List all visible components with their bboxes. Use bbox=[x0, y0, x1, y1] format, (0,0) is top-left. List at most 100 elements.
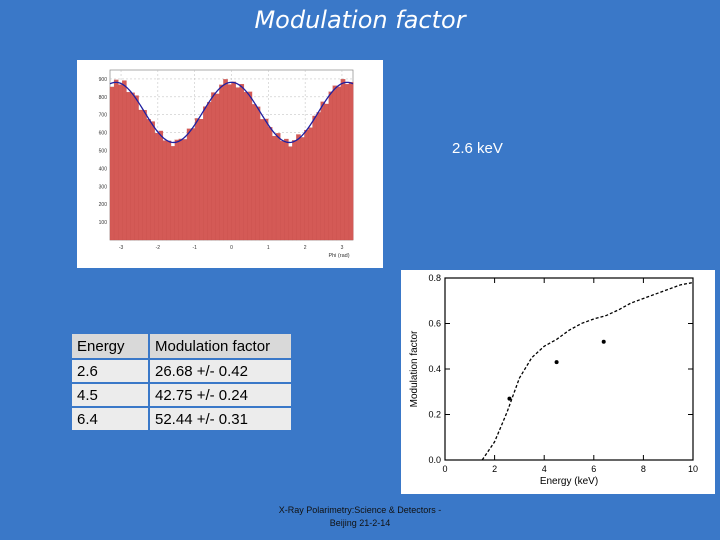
histogram-bar bbox=[154, 133, 160, 241]
histogram-bar bbox=[235, 87, 241, 241]
histogram-bar bbox=[259, 119, 265, 241]
cell-energy: 2.6 bbox=[72, 360, 148, 382]
histogram-bar bbox=[198, 118, 204, 241]
histogram-bar bbox=[162, 140, 168, 241]
histogram-bar bbox=[308, 127, 313, 241]
histogram-bar bbox=[194, 118, 200, 241]
histogram-y-tick-label: 500 bbox=[99, 149, 108, 155]
histogram-y-tick-label: 900 bbox=[99, 77, 108, 83]
histogram-bar bbox=[284, 138, 289, 241]
histogram-bar bbox=[263, 118, 269, 241]
cell-energy: 6.4 bbox=[72, 408, 148, 430]
histogram-bar bbox=[113, 79, 119, 241]
histogram-x-tick-label: -2 bbox=[156, 245, 161, 251]
histogram-bar bbox=[134, 95, 139, 241]
histogram-bar bbox=[267, 127, 273, 241]
histogram-bar bbox=[170, 146, 176, 241]
histogram-bar bbox=[142, 109, 147, 241]
histogram-y-tick-label: 700 bbox=[99, 113, 108, 119]
modulation-plot-frame bbox=[444, 277, 694, 461]
histogram-bar bbox=[336, 86, 342, 241]
histogram-bar bbox=[271, 135, 277, 241]
histogram-bar bbox=[340, 79, 346, 241]
histogram-bar bbox=[227, 84, 232, 241]
histogram-x-tick-label: 2 bbox=[304, 245, 307, 251]
histogram-bar bbox=[247, 91, 253, 241]
histogram-bar bbox=[207, 102, 212, 241]
histogram-bar bbox=[150, 121, 155, 241]
histogram-bar bbox=[215, 93, 220, 241]
histogram-bar bbox=[348, 81, 354, 241]
histogram-bar bbox=[231, 81, 236, 241]
table-row: 6.4 52.44 +/- 0.31 bbox=[72, 408, 291, 430]
histogram-y-tick-label: 200 bbox=[99, 202, 108, 208]
histogram-bar bbox=[138, 109, 143, 241]
modulation-x-tick-label: 6 bbox=[591, 464, 596, 474]
table-row: 2.6 26.68 +/- 0.42 bbox=[72, 360, 291, 382]
histogram-bar bbox=[324, 103, 330, 241]
modulation-curve-chart: 0.0 0.2 0.4 0.6 0.8 0 2 4 6 8 10 Energy (keV) Modula… bbox=[409, 273, 698, 487]
histogram-bar bbox=[280, 140, 285, 241]
cell-energy: 4.5 bbox=[72, 384, 148, 406]
modulation-x-tick-label: 8 bbox=[641, 464, 646, 474]
histogram-x-tick-label: 0 bbox=[230, 245, 233, 251]
histogram-bar bbox=[239, 83, 245, 241]
histogram-bar bbox=[126, 92, 131, 241]
histogram-bar bbox=[203, 106, 208, 241]
modulation-y-tick-label: 0.0 bbox=[428, 455, 441, 465]
histogram-y-tick-label: 100 bbox=[99, 220, 108, 226]
histogram-bar bbox=[130, 92, 135, 241]
histogram-x-axis-label: Phi (rad) bbox=[328, 253, 349, 259]
histogram-bar bbox=[174, 139, 180, 241]
histogram-bar bbox=[211, 92, 216, 241]
modulation-table: Energy Modulation factor 2.6 26.68 +/- 0… bbox=[70, 332, 293, 432]
histogram-bar bbox=[251, 104, 257, 241]
histogram-bar bbox=[178, 138, 184, 241]
modulation-y-tick-label: 0.2 bbox=[428, 410, 441, 420]
histogram-x-tick-label: 3 bbox=[341, 245, 344, 251]
histogram-fit-line bbox=[109, 81, 354, 144]
footer-line-1: X-Ray Polarimetry:Science & Detectors - bbox=[278, 505, 442, 515]
histogram-bar bbox=[186, 128, 192, 241]
histogram-bar bbox=[243, 91, 249, 241]
modulation-y-tick-label: 0.4 bbox=[428, 364, 441, 374]
header-modulation-factor: Modulation factor bbox=[150, 334, 291, 358]
histogram-x-tick-label: -3 bbox=[119, 245, 124, 251]
histogram-bar bbox=[223, 79, 228, 241]
histogram-bar bbox=[344, 84, 350, 241]
histogram-y-tick-label: 600 bbox=[99, 131, 108, 137]
histogram-bar bbox=[117, 84, 123, 241]
footer-line-2: Beijing 21-2-14 bbox=[329, 518, 391, 528]
histogram-bar bbox=[320, 101, 326, 241]
histogram-panel: 100 200 300 400 500 600 700 800 900 -3 -2 -1 0 1 2 3 Phi… bbox=[77, 60, 383, 268]
energy-label: 2.6 keV bbox=[452, 140, 503, 157]
footer: X-Ray Polarimetry:Science & Detectors - … bbox=[246, 504, 474, 530]
histogram-bar bbox=[288, 146, 293, 241]
modulation-x-axis-label: Energy (keV) bbox=[540, 476, 598, 487]
modulation-curve-line bbox=[481, 281, 694, 461]
modulation-x-tick-label: 4 bbox=[542, 464, 547, 474]
modulation-data-point bbox=[554, 360, 559, 365]
histogram-bar bbox=[312, 115, 317, 241]
histogram-bar bbox=[158, 130, 164, 241]
modulation-x-tick-label: 10 bbox=[688, 464, 698, 474]
histogram-y-tick-label: 800 bbox=[99, 95, 108, 101]
histogram-bar bbox=[332, 85, 338, 241]
modulation-y-tick-label: 0.6 bbox=[428, 319, 441, 329]
histogram-bar bbox=[219, 84, 224, 241]
histogram-bar bbox=[122, 80, 127, 241]
histogram-bar bbox=[328, 91, 334, 241]
histogram-bar bbox=[255, 106, 261, 241]
histogram-bar bbox=[146, 119, 151, 241]
modulation-curve-panel: 0.0 0.2 0.4 0.6 0.8 0 2 4 6 8 10 Energy (keV) Modula… bbox=[401, 270, 715, 494]
modulation-y-tick-label: 0.8 bbox=[428, 273, 441, 283]
header-energy: Energy bbox=[72, 334, 148, 358]
modulation-x-tick-label: 0 bbox=[442, 464, 447, 474]
table-header-row: Energy Modulation factor bbox=[72, 334, 291, 358]
cell-modulation-factor: 42.75 +/- 0.24 bbox=[150, 384, 291, 406]
histogram-bar bbox=[292, 140, 297, 241]
slide-title: Modulation factor bbox=[254, 6, 466, 34]
modulation-y-axis-label: Modulation factor bbox=[409, 330, 420, 407]
histogram-chart: 100 200 300 400 500 600 700 800 900 -3 -2 -1 0 1 2 3 Phi… bbox=[99, 69, 354, 259]
histogram-bar bbox=[300, 137, 305, 241]
